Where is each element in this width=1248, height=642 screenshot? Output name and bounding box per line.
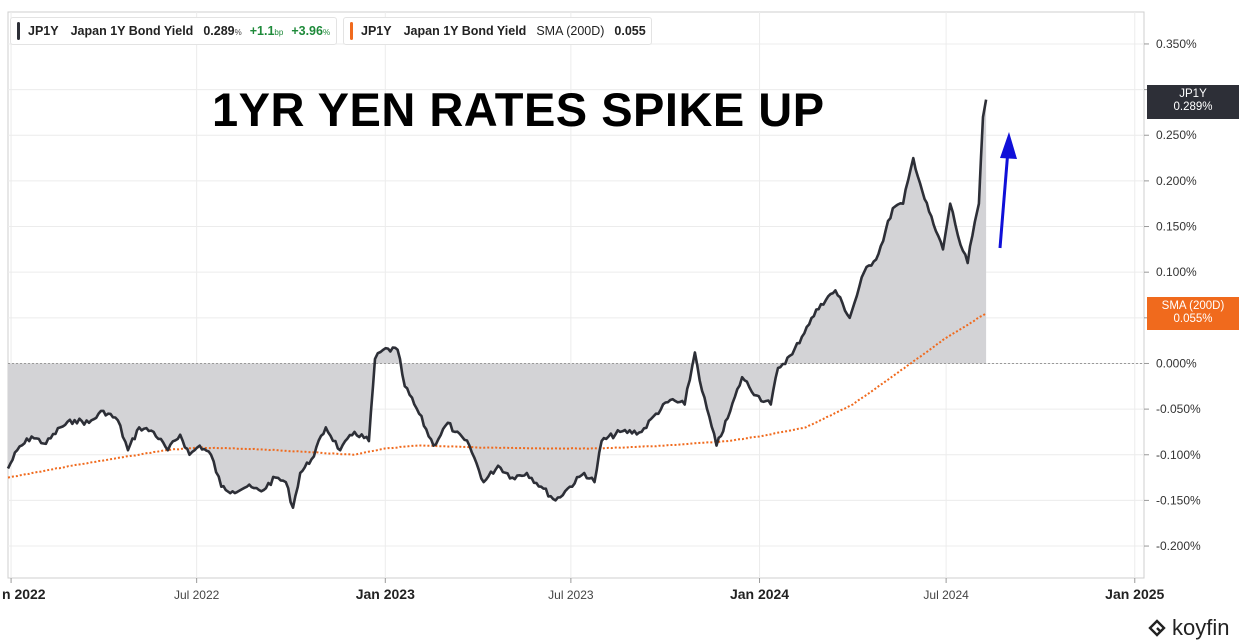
legend-indicator: SMA (200D) [536, 24, 605, 38]
y-tick-label: 0.100% [1156, 265, 1197, 279]
legend-series-name: Japan 1Y Bond Yield [403, 24, 527, 38]
legend-value: 0.055 [614, 24, 646, 38]
price-tag-label: JP1Y [1179, 88, 1207, 100]
legend-swatch-yield [17, 22, 20, 40]
y-tick-label: -0.050% [1156, 402, 1201, 416]
koyfin-logo-text: koyfin [1172, 615, 1230, 640]
y-tick-label: -0.100% [1156, 448, 1201, 462]
arrow-shaft [998, 149, 1010, 249]
x-tick-label: n 2022 [2, 586, 46, 602]
y-tick-label: 0.250% [1156, 128, 1197, 142]
legend-change-pct: +3.96% [291, 24, 331, 38]
x-tick-label: Jan 2025 [1105, 586, 1164, 602]
x-tick-label: Jul 2023 [548, 588, 594, 602]
x-tick-label: Jan 2023 [356, 586, 415, 602]
legend-series-name: Japan 1Y Bond Yield [70, 24, 194, 38]
legend-series-sma[interactable]: JP1Y Japan 1Y Bond Yield SMA (200D) 0.05… [343, 17, 652, 45]
y-tick-label: -0.150% [1156, 493, 1201, 507]
y-tick-label: 0.150% [1156, 220, 1197, 234]
price-tag-label: SMA (200D) [1161, 300, 1225, 312]
y-tick-label: 0.200% [1156, 174, 1197, 188]
x-tick-label: Jul 2024 [923, 588, 969, 602]
x-axis-ticks: n 2022 Jul 2022 Jan 2023 Jul 2023 Jan 2024 Ju… [2, 578, 1165, 602]
legend-ticker: JP1Y [361, 24, 392, 38]
y-tick-label: 0.350% [1156, 37, 1197, 51]
price-tag-value: 0.055% [1173, 313, 1213, 325]
legend-value: 0.289% [203, 24, 242, 38]
headline-annotation: 1YR YEN RATES SPIKE UP [212, 83, 825, 136]
koyfin-logo-icon [1148, 619, 1166, 637]
y-tick-label: -0.200% [1156, 539, 1201, 553]
area-fill [8, 99, 987, 508]
legend-swatch-sma [350, 22, 353, 40]
legend-change-bp: +1.1bp [249, 24, 284, 38]
price-tag-sma: SMA (200D) 0.055% [1147, 297, 1239, 330]
x-tick-label: Jul 2022 [174, 588, 220, 602]
legend-ticker: JP1Y [28, 24, 59, 38]
price-tag-jp1y: JP1Y 0.289% [1147, 85, 1239, 119]
arrow-head [1000, 132, 1017, 159]
x-tick-label: Jan 2024 [730, 586, 789, 602]
koyfin-logo: koyfin [1146, 615, 1229, 641]
y-tick-label: 0.000% [1156, 356, 1197, 370]
up-arrow [998, 132, 1017, 249]
legend-series-yield[interactable]: JP1Y Japan 1Y Bond Yield 0.289% +1.1bp +… [10, 17, 337, 45]
price-tag-value: 0.289% [1173, 101, 1213, 113]
yield-series-line [6, 99, 988, 509]
